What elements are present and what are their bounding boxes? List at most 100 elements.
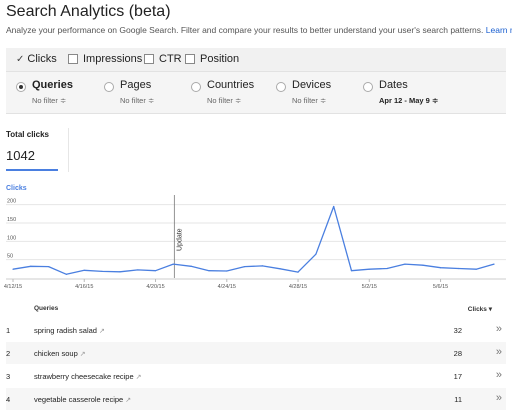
metric-impressions-label: Impressions [83, 53, 143, 65]
dimension-countries-label: Countries [207, 79, 255, 91]
selected-indicator [6, 169, 58, 171]
annotation-label: Update [176, 228, 183, 251]
dimension-dates-filter[interactable]: Apr 12 - May 9 ≑ [379, 96, 439, 105]
clicks-chart: 200 150 100 50 4/12/15 4/16/15 4/20/15 4/24/15 4… [4, 195, 506, 290]
x-tick-label: 4/28/15 [289, 284, 307, 290]
metric-ctr[interactable]: CTR [144, 53, 182, 65]
x-tick-label: 4/16/15 [75, 284, 93, 290]
table-row[interactable]: 4 vegetable casserole recipe ↗ 11 » [6, 388, 506, 410]
query-link[interactable]: spring radish salad ↗ [34, 326, 105, 335]
external-link-icon[interactable]: ↗ [135, 374, 142, 381]
radio-icon [104, 82, 114, 92]
query-link[interactable]: chicken soup ↗ [34, 349, 86, 358]
dimension-dates-label: Dates [379, 79, 408, 91]
metrics-bar: ✓ Clicks Impressions CTR Position [6, 48, 506, 72]
x-tick-label: 4/20/15 [146, 284, 164, 290]
data-point [83, 269, 85, 271]
total-clicks-label: Total clicks [6, 130, 49, 139]
dimension-pages-filter[interactable]: No filter ≑ [120, 96, 155, 105]
query-text: spring radish salad [34, 326, 97, 335]
dimension-queries-filter[interactable]: No filter ≑ [32, 96, 67, 105]
clicks-value: 28 [453, 349, 462, 358]
data-point [422, 264, 424, 266]
data-point [279, 268, 281, 270]
x-tick-label: 4/24/15 [218, 284, 236, 290]
chart-y-label: Clicks [6, 185, 27, 192]
external-link-icon[interactable]: ↗ [125, 397, 132, 404]
row-number: 1 [6, 326, 11, 335]
metric-clicks-label: Clicks [27, 53, 57, 65]
external-link-icon[interactable]: ↗ [79, 351, 86, 358]
external-link-icon[interactable]: ↗ [98, 328, 105, 335]
query-text: chicken soup [34, 349, 78, 358]
data-point [65, 273, 68, 275]
clicks-value: 32 [453, 326, 462, 335]
dimension-devices-filter[interactable]: No filter ≑ [292, 96, 327, 105]
total-clicks-value: 1042 [6, 148, 35, 163]
expand-row-icon[interactable]: » [495, 346, 502, 358]
data-point [12, 268, 14, 270]
query-text: strawberry cheesecake recipe [34, 372, 134, 381]
expand-row-icon[interactable]: » [495, 369, 502, 381]
row-number: 3 [6, 372, 11, 381]
data-point [154, 270, 157, 272]
metric-ctr-label: CTR [159, 53, 182, 65]
data-point [404, 263, 406, 265]
table-row[interactable]: 2 chicken soup ↗ 28 » [6, 342, 506, 364]
data-point [172, 263, 174, 265]
dimension-devices-label: Devices [292, 79, 332, 91]
y-tick-label: 50 [7, 254, 13, 260]
subtitle-text: Analyze your performance on Google Searc… [6, 25, 484, 35]
total-clicks-card[interactable]: Total clicks 1042 [6, 128, 69, 172]
data-point [243, 266, 246, 268]
query-link[interactable]: vegetable casserole recipe ↗ [34, 395, 131, 404]
metric-impressions[interactable]: Impressions [68, 53, 142, 65]
data-point [439, 267, 442, 269]
table-row[interactable]: 1 spring radish salad ↗ 32 » [6, 319, 506, 341]
clicks-value: 17 [453, 372, 462, 381]
dimension-countries-filter[interactable]: No filter ≑ [207, 96, 242, 105]
radio-icon [276, 82, 286, 92]
data-point [475, 268, 477, 270]
y-tick-label: 100 [7, 235, 16, 241]
data-point [493, 263, 495, 265]
data-point [226, 270, 228, 272]
data-point [208, 270, 210, 272]
query-text: vegetable casserole recipe [34, 395, 124, 404]
table-row[interactable]: 3 strawberry cheesecake recipe ↗ 17 » [6, 365, 506, 387]
x-tick-label: 4/12/15 [4, 284, 22, 290]
checkmark-icon: ✓ [16, 53, 25, 65]
query-link[interactable]: strawberry cheesecake recipe ↗ [34, 372, 142, 381]
data-point [297, 271, 299, 273]
dimension-filter-bar: Queries No filter ≑ Pages No filter ≑ Co… [6, 72, 506, 114]
metric-position-label: Position [200, 53, 240, 65]
clicks-column-header[interactable]: Clicks ▾ [467, 306, 492, 313]
metric-position[interactable]: Position [185, 53, 239, 65]
radio-icon [363, 82, 373, 92]
checkbox-icon [68, 54, 78, 64]
expand-row-icon[interactable]: » [495, 323, 502, 335]
data-point [457, 267, 459, 270]
dimension-queries-label: Queries [32, 79, 73, 91]
metric-clicks[interactable]: ✓ Clicks [16, 53, 57, 65]
page-subtitle: Analyze your performance on Google Searc… [6, 25, 512, 35]
checkbox-icon [144, 54, 154, 64]
clicks-value: 11 [454, 395, 462, 404]
data-point [368, 268, 370, 270]
data-point [48, 266, 50, 268]
data-point [30, 265, 32, 267]
data-point [333, 205, 335, 208]
clicks-series-line [12, 205, 495, 275]
checkbox-icon [185, 54, 195, 64]
row-number: 2 [6, 349, 11, 358]
radio-icon [191, 82, 201, 92]
data-point [190, 265, 192, 267]
x-tick-label: 5/6/15 [433, 284, 448, 290]
data-point [137, 269, 139, 271]
data-point [261, 265, 264, 267]
dimension-pages-label: Pages [120, 79, 152, 91]
learn-more-link[interactable]: Learn more. [485, 25, 512, 35]
row-number: 4 [6, 395, 11, 404]
expand-row-icon[interactable]: » [495, 392, 502, 404]
y-tick-label: 200 [7, 199, 16, 205]
